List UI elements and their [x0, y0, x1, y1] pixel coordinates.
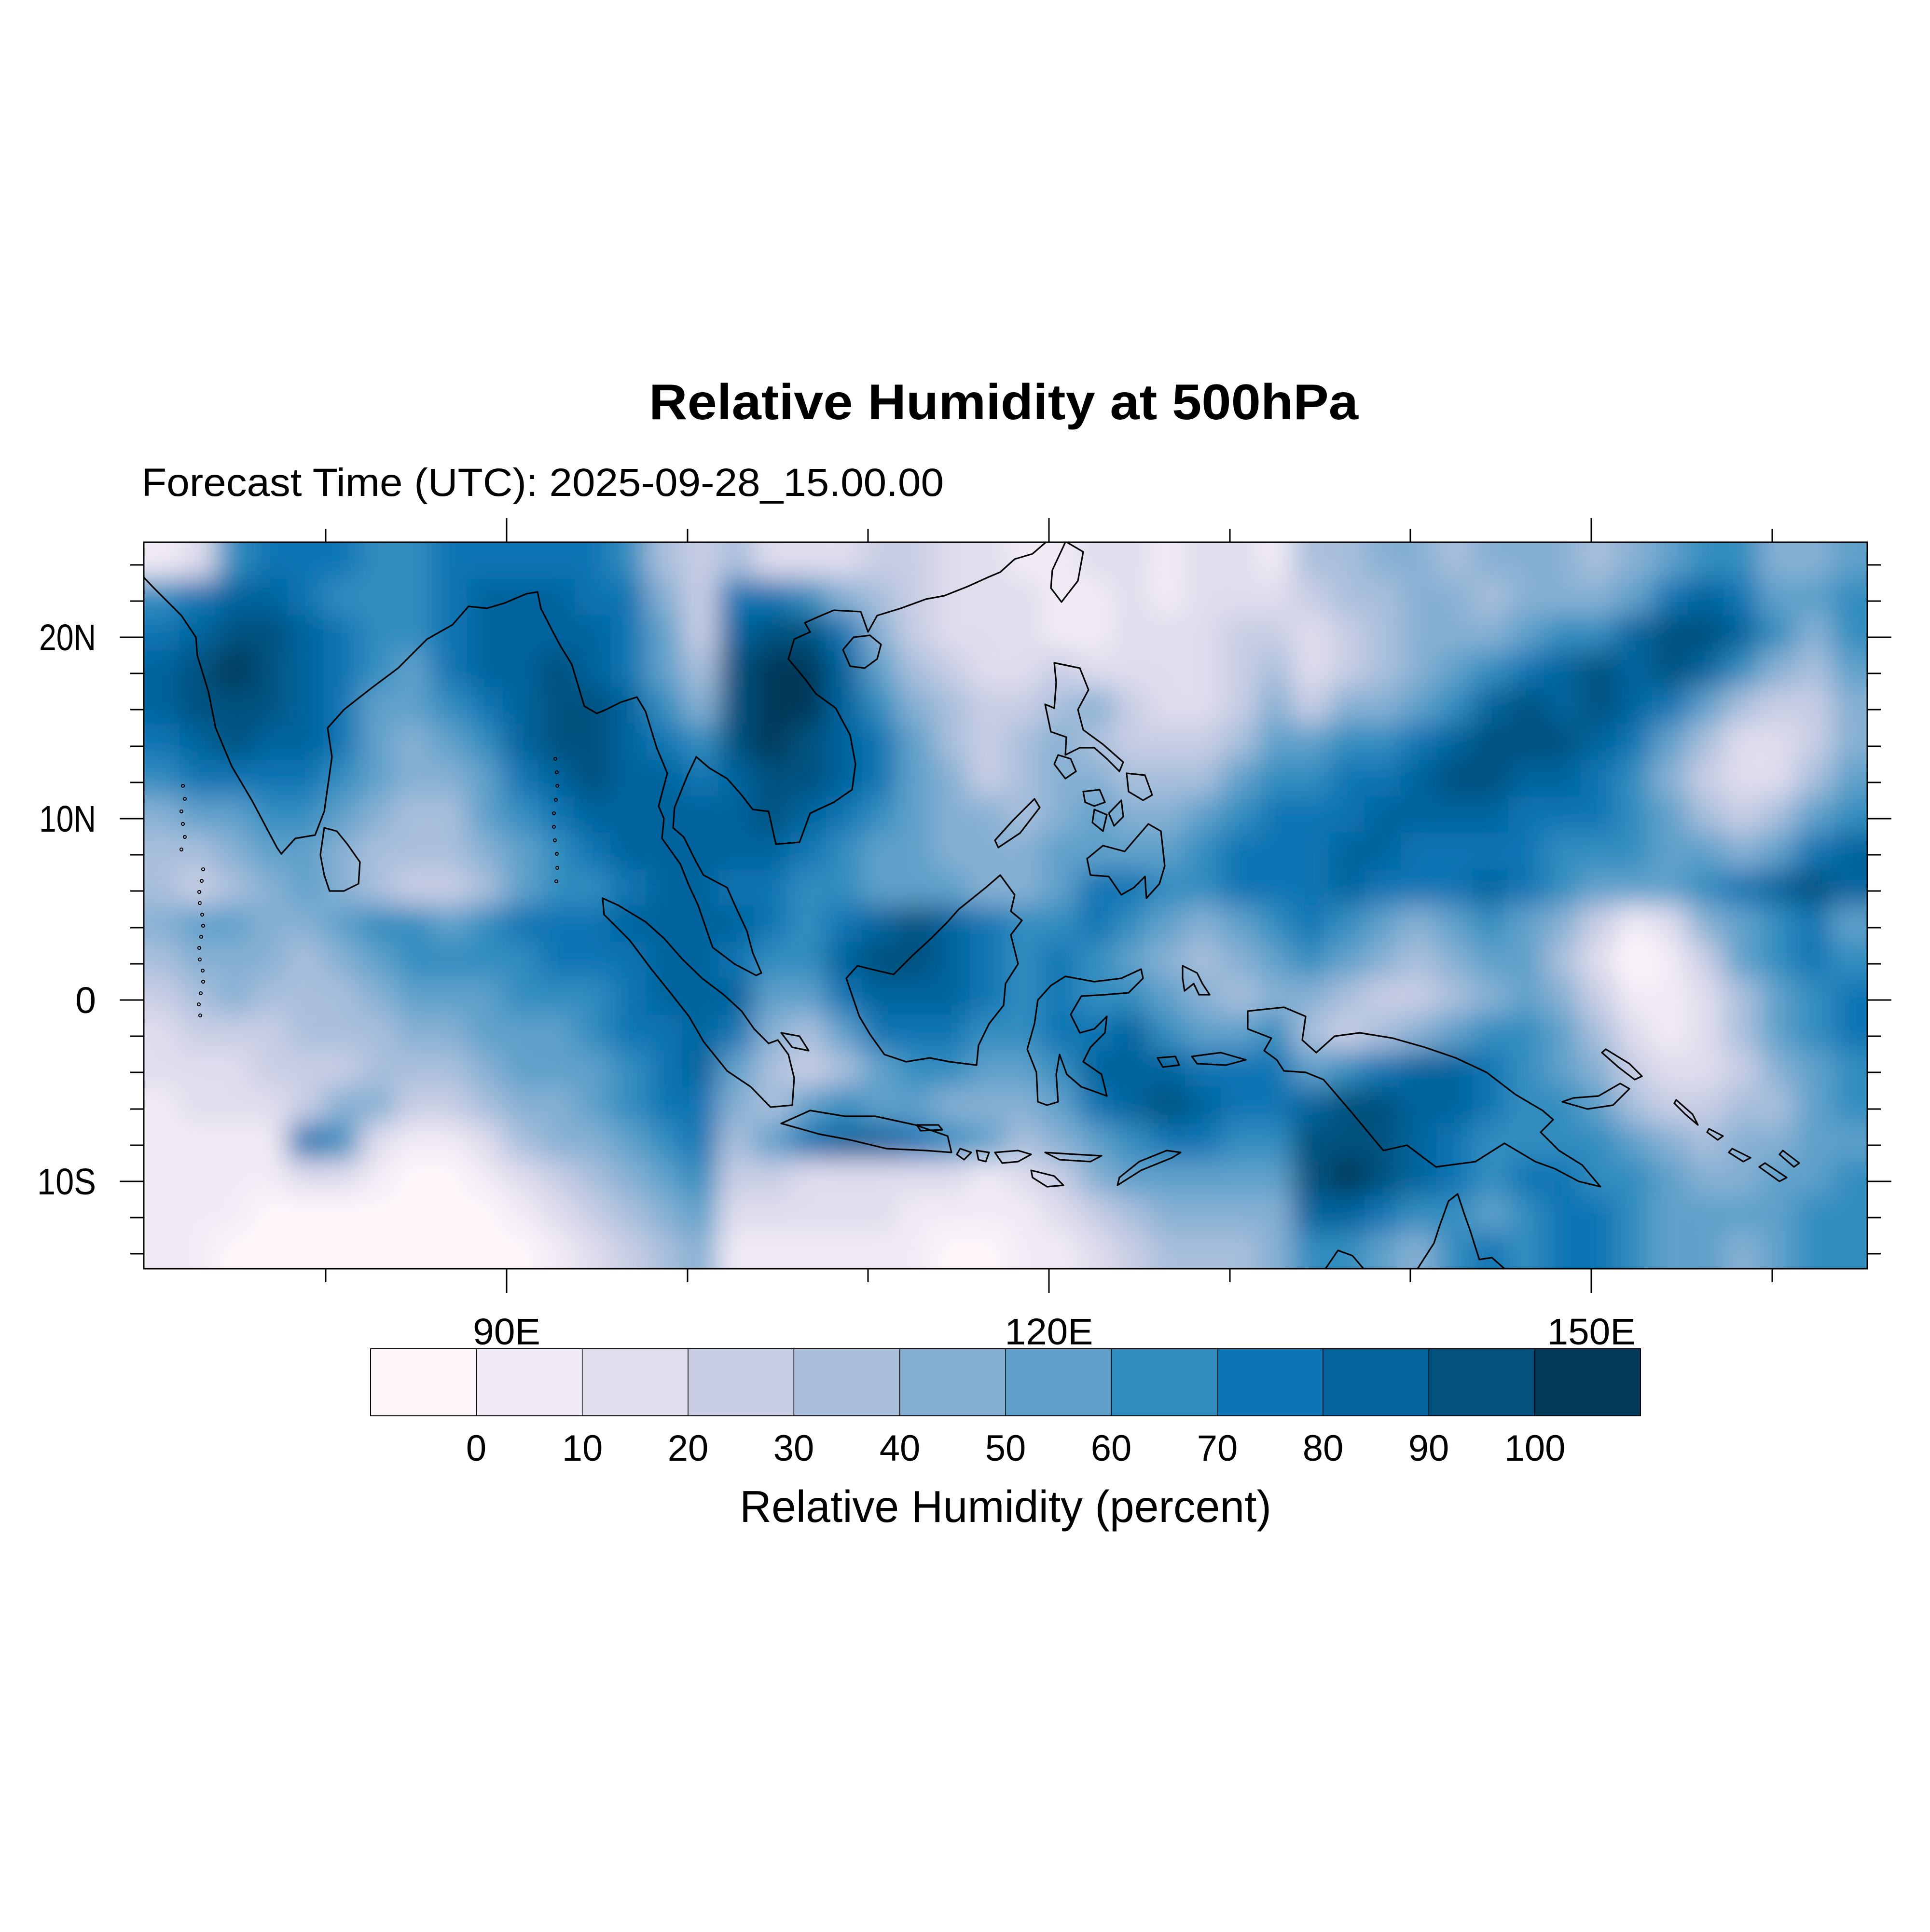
- svg-text:90: 90: [1408, 1428, 1449, 1469]
- svg-text:Relative Humidity at 500hPa: Relative Humidity at 500hPa: [649, 374, 1359, 430]
- svg-text:120E: 120E: [1005, 1311, 1093, 1353]
- svg-text:50: 50: [985, 1428, 1026, 1469]
- svg-text:10N: 10N: [39, 798, 96, 840]
- svg-text:0: 0: [466, 1428, 486, 1469]
- svg-text:90E: 90E: [473, 1311, 540, 1353]
- svg-text:10S: 10S: [37, 1161, 96, 1203]
- svg-text:20N: 20N: [39, 617, 96, 658]
- svg-text:Relative Humidity (percent): Relative Humidity (percent): [740, 1481, 1271, 1532]
- svg-text:20: 20: [668, 1428, 709, 1469]
- svg-text:10: 10: [562, 1428, 603, 1469]
- svg-text:40: 40: [880, 1428, 921, 1469]
- svg-text:150E: 150E: [1547, 1311, 1636, 1353]
- svg-text:60: 60: [1091, 1428, 1132, 1469]
- svg-text:Forecast Time (UTC): 2025-09-2: Forecast Time (UTC): 2025-09-28_15.00.00: [141, 461, 944, 505]
- svg-text:80: 80: [1303, 1428, 1344, 1469]
- svg-text:100: 100: [1504, 1428, 1566, 1469]
- svg-text:30: 30: [773, 1428, 814, 1469]
- svg-text:0: 0: [75, 980, 96, 1021]
- svg-text:70: 70: [1197, 1428, 1238, 1469]
